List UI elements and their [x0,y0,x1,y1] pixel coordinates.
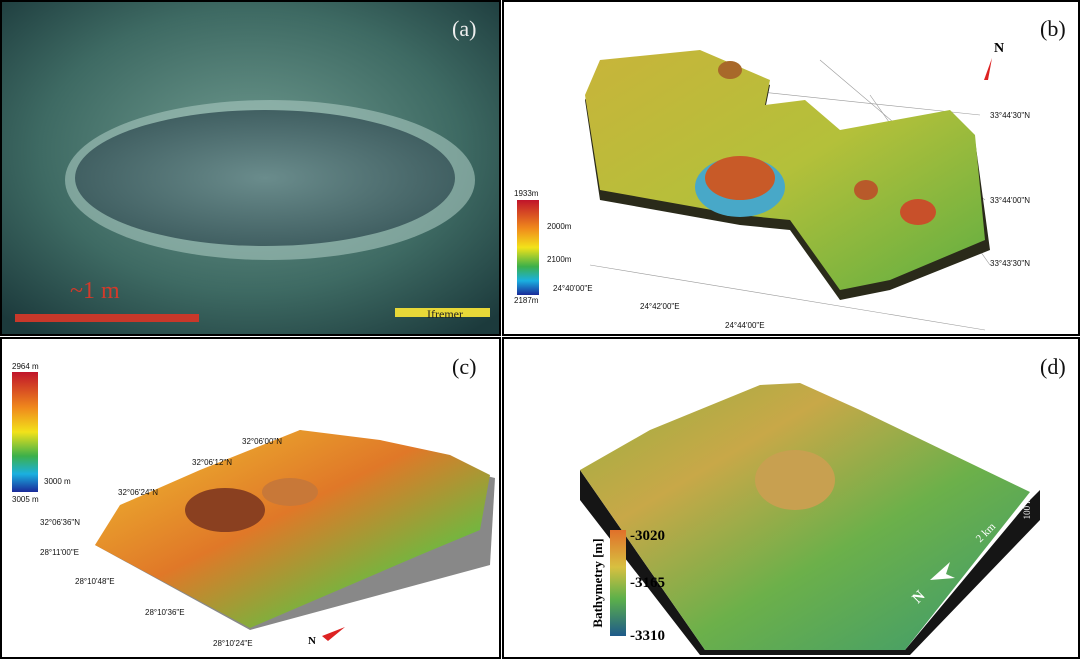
colorbar-label: 2187m [514,296,539,305]
brine-pool [75,110,455,246]
lon-label: 24°40'00"E [553,284,593,293]
lon-label: 28°10'48"E [75,577,115,586]
colorbar-label: 2964 m [12,362,39,371]
terrain [585,50,985,290]
colorbar-label: 2100m [547,255,572,264]
colorbar-label: 3000 m [44,477,71,486]
scale-bar [15,314,199,322]
lon-label: 24°44'00"E [725,321,765,330]
panel-a: (a) ~1 m Ifremer [0,0,500,335]
lon-label: 28°10'36"E [145,608,185,617]
seamount [755,450,835,510]
colorbar-label: 3005 m [12,495,39,504]
lat-label: 32°06'24"N [118,488,158,497]
colorbar [610,530,626,636]
lat-label: 32°06'12"N [192,458,232,467]
dome [854,180,878,200]
credit-bar [395,308,490,317]
panel-b: 1933m 2000m 2100m 2187m 33°44'30"N 33°44… [503,0,1080,335]
panel-d: -3020 -3165 -3310 Bathymetry [m] 2 km 10… [503,338,1080,659]
panel-label: (a) [452,16,476,41]
lat-label: 32°06'36"N [40,518,80,527]
north-label: N [308,635,316,647]
lon-label: 28°10'24"E [213,639,253,648]
colorbar-label: 2000m [547,222,572,231]
credit: Ifremer [427,307,463,321]
lon-label: 28°11'00"E [40,548,79,557]
colorbar-label: -3165 [630,575,665,591]
crater [262,478,318,506]
colorbar-label: -3020 [630,528,665,544]
panel-label: (b) [1040,16,1066,41]
lat-label: 33°44'00"N [990,196,1030,205]
lon-label: 24°42'00"E [640,302,680,311]
colorbar [517,200,539,295]
panel-label: (d) [1040,354,1066,379]
vscale-text: 100 m [1022,497,1032,520]
colorbar-label: 1933m [514,189,539,198]
colorbar-title: Bathymetry [m] [590,538,605,627]
lat-label: 32°06'00"N [242,437,282,446]
dome [705,156,775,200]
north-label: N [994,41,1004,56]
north-arrow [930,562,955,580]
panel-c: 2964 m 3000 m 3005 m 32°06'00"N 32°06'12… [0,338,500,659]
lat-label: 33°43'30"N [990,259,1030,268]
panel-label: (c) [452,354,476,379]
scale-text: ~1 m [70,278,120,304]
dome [900,199,936,225]
colorbar [12,372,38,492]
terrain [95,430,490,628]
colorbar-label: -3310 [630,628,665,644]
lat-label: 33°44'30"N [990,111,1030,120]
north-arrow [322,627,345,641]
crater [185,488,265,532]
terrain [580,383,1030,650]
north-arrow [984,58,992,80]
dome [718,61,742,79]
